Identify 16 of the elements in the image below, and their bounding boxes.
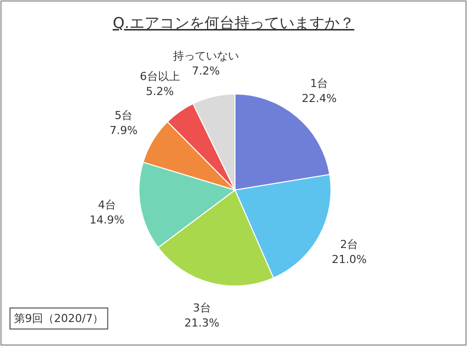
slice-label: 6台以上: [140, 70, 180, 83]
slice-label: 5台: [114, 108, 133, 122]
chart-title: Q.エアコンを何台持っていますか？: [112, 14, 354, 32]
slice-label: 2台: [340, 238, 358, 252]
data-label: 21.0%: [332, 253, 367, 266]
data-label: 14.9%: [90, 214, 124, 227]
data-label: 7.9%: [110, 124, 138, 137]
data-label: 22.4%: [302, 92, 337, 105]
data-label: 5.2%: [146, 84, 174, 98]
text: 第9回（2020/7）: [14, 312, 104, 325]
slice-label: 1台: [310, 76, 328, 90]
slice-label: 4台: [98, 198, 116, 212]
data-label: 7.2%: [192, 64, 220, 78]
slice-label: 持っていない: [172, 49, 239, 62]
data-label: 21.3%: [184, 316, 220, 330]
slice-label: 3台: [192, 302, 211, 315]
